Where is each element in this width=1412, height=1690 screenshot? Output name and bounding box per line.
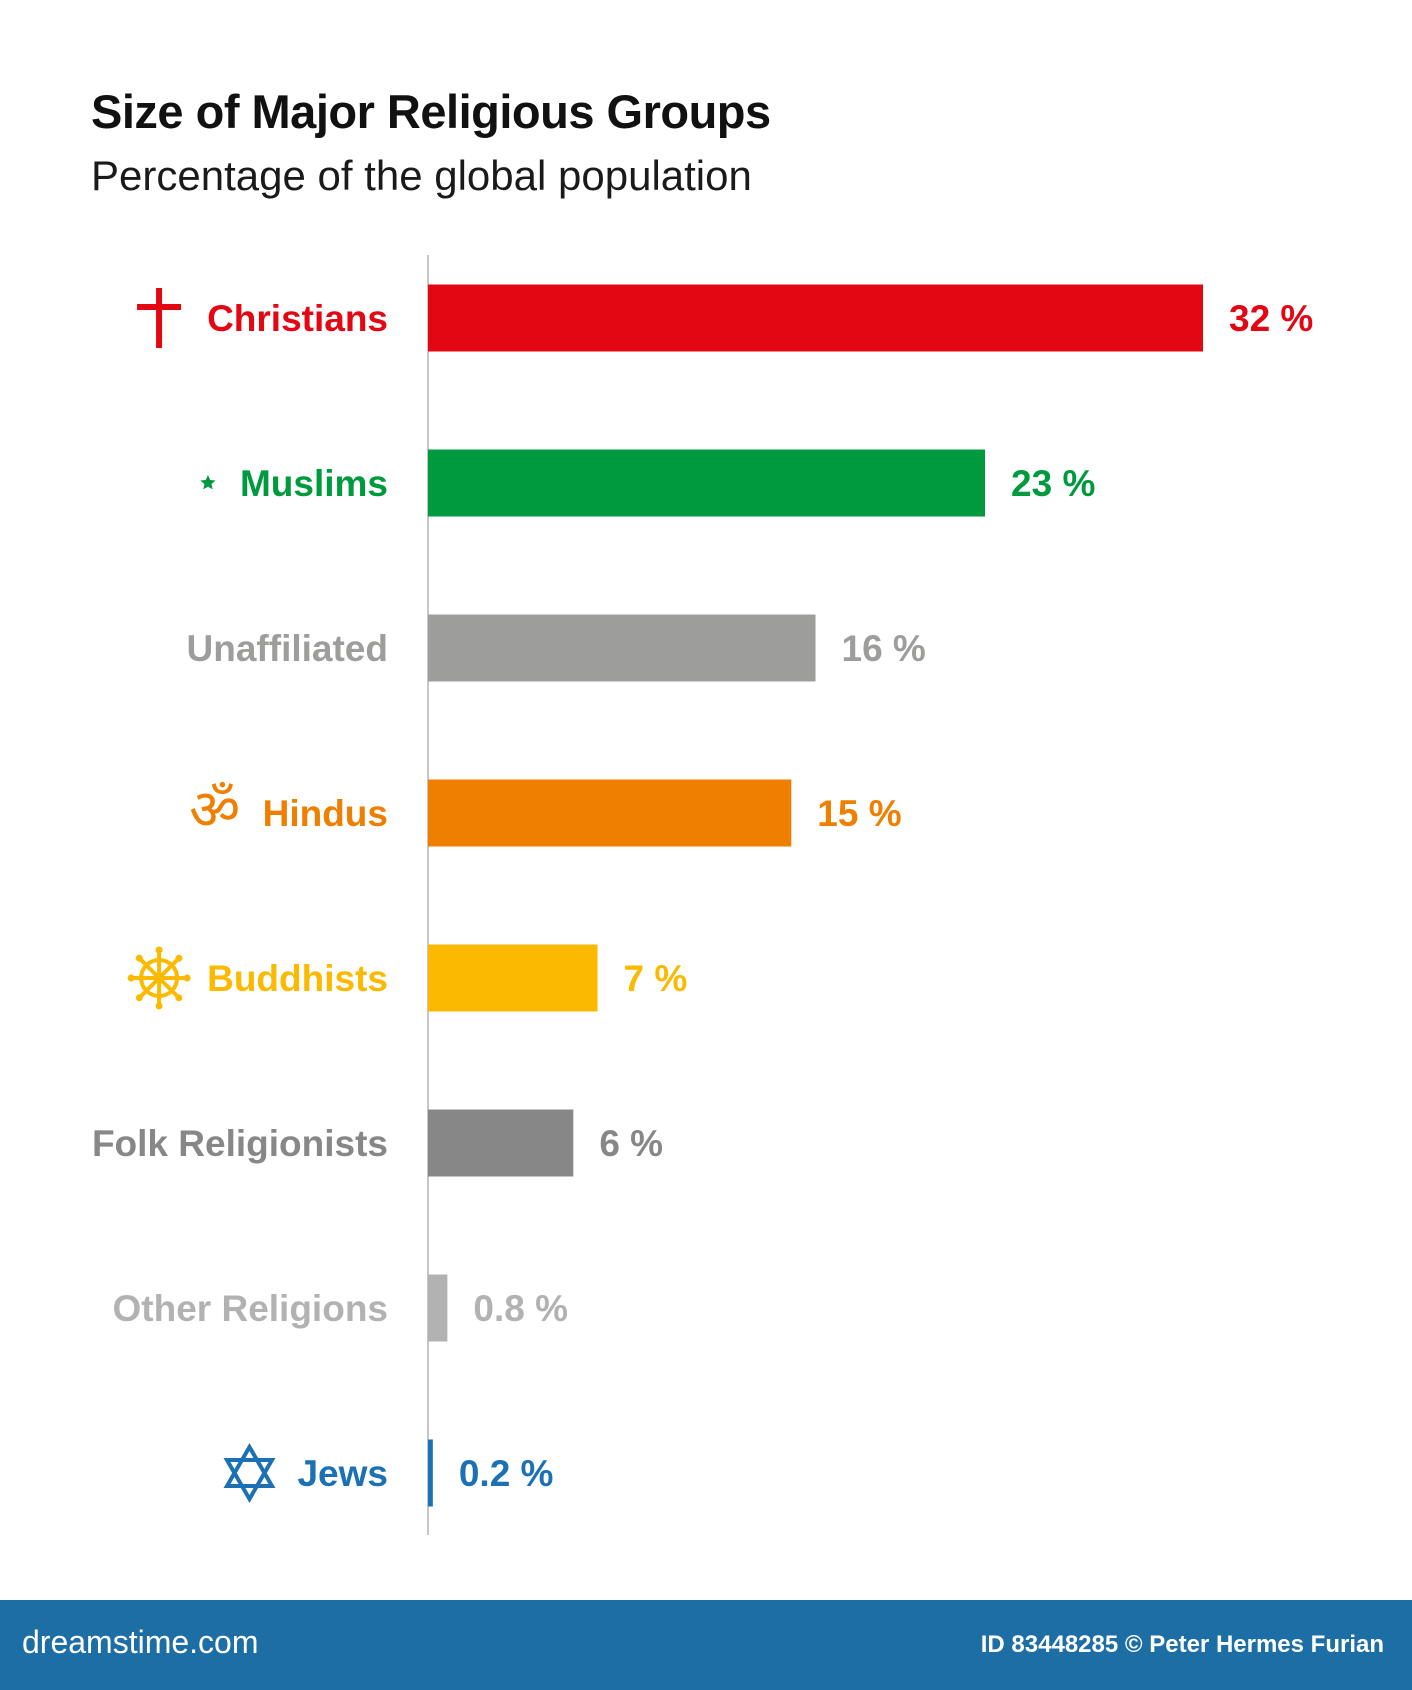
chart-title: Size of Major Religious Groups [91, 85, 771, 138]
bar-christians [428, 284, 1203, 352]
value-label: 23 % [1011, 463, 1095, 504]
category-label: Jews [297, 1453, 388, 1494]
bar-other-religions [428, 1274, 448, 1342]
bar-muslims [428, 449, 986, 517]
bar-jews [428, 1439, 433, 1507]
value-label: 0.8 % [473, 1288, 568, 1329]
bar-folk-religionists [428, 1109, 574, 1177]
crescent-star-icon [169, 459, 216, 507]
category-label: Unaffiliated [187, 628, 388, 669]
value-label: 0.2 % [459, 1453, 554, 1494]
bar-unaffiliated [428, 614, 816, 682]
footer-bar: dreamstime.com ID 83448285 © Peter Herme… [0, 1600, 1412, 1690]
bar-chart: Christians 32 % Muslims 23 % Unaffiliated 16 … [92, 255, 1313, 1535]
category-label: Other Religions [113, 1288, 388, 1329]
category-label: Buddhists [207, 958, 388, 999]
category-label: Muslims [240, 463, 388, 504]
bar-buddhists [428, 944, 598, 1012]
star-of-david-icon [223, 1442, 276, 1504]
value-label: 16 % [842, 628, 926, 669]
value-label: 6 % [599, 1123, 663, 1164]
value-label: 15 % [817, 793, 901, 834]
category-label: Christians [207, 298, 388, 339]
om-icon: ॐ [189, 778, 240, 843]
footer-brand[interactable]: dreamstime.com [22, 1624, 259, 1660]
category-label: Folk Religionists [92, 1123, 388, 1164]
chart-subtitle: Percentage of the global population [91, 152, 752, 199]
bar-hindus [428, 779, 792, 847]
dharma-wheel-icon [127, 946, 191, 1010]
value-label: 7 % [624, 958, 688, 999]
footer-credit: ID 83448285 © Peter Hermes Furian [980, 1631, 1384, 1658]
svg-text:ॐ: ॐ [189, 778, 240, 843]
value-label: 32 % [1229, 298, 1313, 339]
category-label: Hindus [263, 793, 388, 834]
cross-icon [137, 288, 182, 348]
